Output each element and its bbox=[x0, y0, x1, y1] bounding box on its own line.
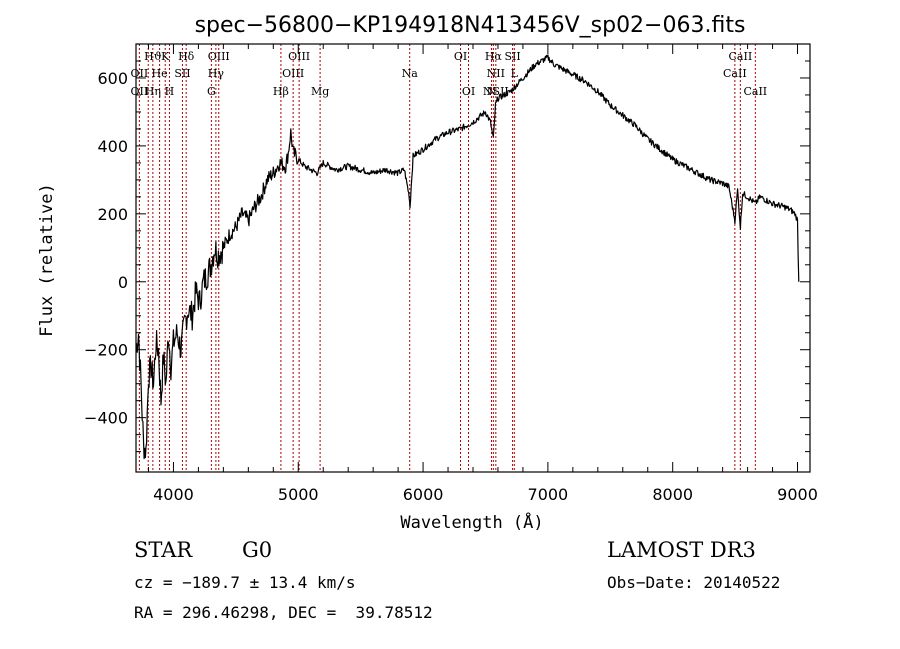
object-class: STAR bbox=[134, 538, 193, 562]
y-tick-label: 0 bbox=[118, 273, 128, 292]
x-tick-label: 9000 bbox=[777, 485, 818, 504]
spectral-line-label: SII bbox=[504, 50, 520, 63]
coordinates: RA = 296.46298, DEC = 39.78512 bbox=[134, 603, 433, 622]
survey-name: LAMOST DR3 bbox=[607, 538, 756, 562]
spectral-line-label: Mg bbox=[311, 85, 329, 98]
spectral-line-label: CaII bbox=[723, 67, 747, 80]
plot-frame bbox=[135, 43, 811, 473]
y-tick-label: −400 bbox=[84, 409, 128, 428]
x-tick-label: 7000 bbox=[528, 485, 569, 504]
flux-series-line bbox=[135, 54, 800, 460]
spectral-line-label: SII bbox=[174, 67, 190, 80]
spectral-line-label: Hη bbox=[145, 85, 161, 98]
spectral-line-label: K bbox=[161, 50, 170, 63]
observation-date: Obs−Date: 20140522 bbox=[607, 573, 781, 592]
object-subclass: G0 bbox=[242, 538, 273, 562]
spectral-line-label: OI bbox=[462, 85, 475, 98]
x-tick-label: 4000 bbox=[153, 485, 194, 504]
chart-title: spec−56800−KP194918N413456V_sp02−063.fit… bbox=[195, 13, 746, 38]
spectral-line-label: Hϑ bbox=[144, 50, 162, 63]
spectral-line-label: Hγ bbox=[208, 67, 225, 80]
spectral-line-markers bbox=[138, 44, 756, 472]
y-tick-label: 200 bbox=[97, 205, 128, 224]
spectral-line-label: He bbox=[152, 67, 168, 80]
spectral-line-label: CaII bbox=[743, 85, 767, 98]
spectral-line-label: OII bbox=[131, 85, 149, 98]
spectral-line-label: H bbox=[165, 85, 175, 98]
spectral-line-label: OIII bbox=[208, 50, 230, 63]
y-tick-label: 600 bbox=[97, 69, 128, 88]
spectral-line-label: Na bbox=[402, 67, 419, 80]
y-tick-label: −200 bbox=[84, 341, 128, 360]
spectral-line-label: OIII bbox=[282, 67, 304, 80]
spectral-line-label: N bbox=[487, 85, 497, 98]
y-axis-label: Flux (relative) bbox=[37, 183, 57, 337]
axis-ticks: 4000 5000 6000 7000 8000 9000 −400 −200 0 200 400 6… bbox=[84, 44, 818, 504]
redshift-velocity: cz = −189.7 ± 13.4 km/s bbox=[134, 573, 356, 592]
spectral-line-label: L bbox=[511, 67, 519, 80]
spectral-line-label: Hδ bbox=[178, 50, 195, 63]
spectral-line-label: G bbox=[207, 85, 216, 98]
spectral-line-label: OIII bbox=[288, 50, 310, 63]
spectral-line-label: OI bbox=[454, 50, 467, 63]
y-tick-label: 400 bbox=[97, 137, 128, 156]
x-axis-label: Wavelength (Å) bbox=[400, 511, 543, 533]
x-tick-label: 8000 bbox=[652, 485, 693, 504]
x-tick-label: 6000 bbox=[403, 485, 444, 504]
spectral-line-label: NII bbox=[487, 67, 505, 80]
spectral-line-label: Hβ bbox=[273, 85, 289, 98]
spectral-line-label: OII bbox=[131, 67, 149, 80]
spectral-line-label: Hα bbox=[485, 50, 503, 63]
x-tick-label: 5000 bbox=[278, 485, 319, 504]
spectral-line-label: CaII bbox=[729, 50, 753, 63]
